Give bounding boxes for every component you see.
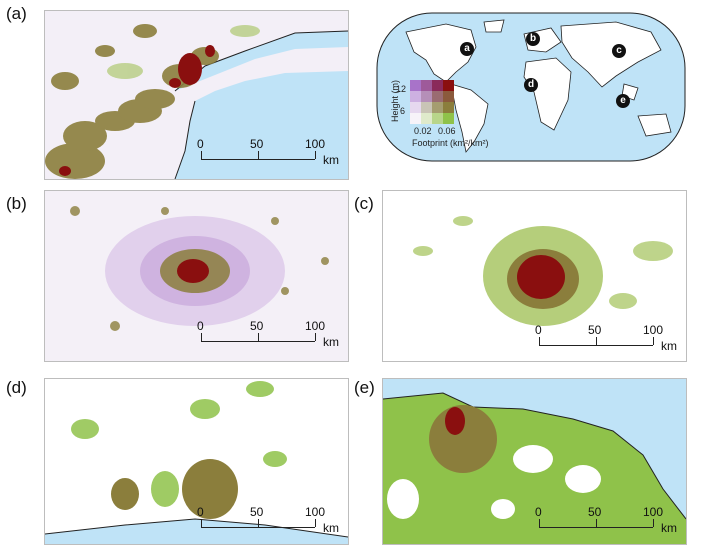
panel-label-d: (d): [6, 378, 27, 397]
marker-e: e: [616, 94, 630, 108]
map-d-graphic: [45, 379, 348, 544]
scale-tick-50: 50: [250, 137, 264, 151]
scale-tick-100: 100: [643, 505, 664, 519]
marker-d: d: [524, 78, 538, 92]
scale-tick-100: 100: [643, 323, 664, 337]
scale-tick-100: 100: [305, 319, 326, 333]
map-panel-e: 0 50 100 km: [382, 378, 687, 545]
map-b-graphic: [45, 191, 348, 361]
map-panel-a: 0 50 100 km: [44, 10, 349, 180]
scale-unit: km: [323, 335, 339, 349]
legend-grid: [410, 80, 454, 124]
panel-label-b: (b): [6, 194, 27, 213]
map-a-graphic: [45, 11, 348, 179]
legend-y-tick-6: 6: [400, 106, 406, 116]
scale-bar-d: 0 50 100 km: [195, 505, 345, 543]
map-panel-b: 0 50 100 km: [44, 190, 349, 362]
map-panel-c: 0 50 100 km: [382, 190, 687, 362]
scale-tick-50: 50: [588, 505, 602, 519]
scale-tick-50: 50: [250, 319, 264, 333]
scale-tick-100: 100: [305, 137, 326, 151]
scale-tick-50: 50: [588, 323, 602, 337]
scale-tick-0: 0: [197, 137, 204, 151]
panel-label-a: (a): [6, 4, 27, 23]
world-map: a b c d e Hei: [376, 12, 686, 162]
map-e-graphic: [383, 379, 686, 544]
scale-unit: km: [661, 339, 677, 353]
map-panel-d: 0 50 100 km: [44, 378, 349, 545]
legend-y-tick-12: 12: [396, 84, 407, 94]
scale-tick-50: 50: [250, 505, 264, 519]
panel-label-e: (e): [354, 378, 375, 397]
scale-tick-0: 0: [197, 505, 204, 519]
legend-x-title: Footprint (km²/km²): [412, 138, 489, 148]
legend-x-tick-006: 0.06: [438, 126, 456, 136]
scale-bar-e: 0 50 100 km: [533, 505, 683, 543]
scale-unit: km: [661, 521, 677, 535]
scale-bar-b: 0 50 100 km: [195, 319, 345, 357]
scale-unit: km: [323, 521, 339, 535]
marker-b: b: [526, 32, 540, 46]
scale-tick-0: 0: [535, 505, 542, 519]
scale-tick-100: 100: [305, 505, 326, 519]
scale-bar-a: 0 50 100 km: [195, 137, 345, 175]
scale-tick-0: 0: [197, 319, 204, 333]
marker-a: a: [460, 42, 474, 56]
bivariate-legend: Height (m) 12 6 0.02 0.06 Footprint (km²…: [390, 80, 514, 160]
panel-label-c: (c): [354, 194, 374, 213]
marker-c: c: [612, 44, 626, 58]
scale-tick-0: 0: [535, 323, 542, 337]
legend-x-tick-002: 0.02: [414, 126, 432, 136]
scale-unit: km: [323, 153, 339, 167]
map-c-graphic: [383, 191, 686, 361]
scale-bar-c: 0 50 100 km: [533, 323, 683, 361]
